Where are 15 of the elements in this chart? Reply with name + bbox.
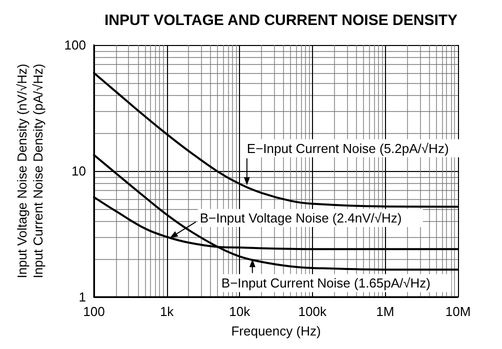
y-axis-title: Input Voltage Noise Density (nV/√Hz) Input Current Noise Density (pA/√Hz) (14, 64, 46, 278)
y-tick-label: 1 (78, 290, 86, 304)
annotation: B−Input Current Noise (1.65pA/√Hz) (221, 276, 431, 291)
x-tick-label: 10k (229, 304, 251, 319)
x-tick-label: 10M (445, 304, 471, 319)
x-tick-label: 1k (160, 304, 174, 319)
chart-title: INPUT VOLTAGE AND CURRENT NOISE DENSITY (104, 12, 458, 29)
x-axis-title: Frequency (Hz) (231, 324, 321, 338)
x-tick-label: 1M (376, 304, 394, 319)
y-tick-label: 10 (72, 164, 86, 178)
annotation: B−Input Voltage Noise (2.4nV/√Hz) (200, 210, 402, 226)
annotation: E−Input Current Noise (5.2pA/√Hz) (246, 140, 449, 156)
x-tick-label: 100 (83, 304, 105, 319)
x-tick-label: 100k (298, 304, 327, 319)
y-tick-label: 100 (64, 38, 86, 52)
